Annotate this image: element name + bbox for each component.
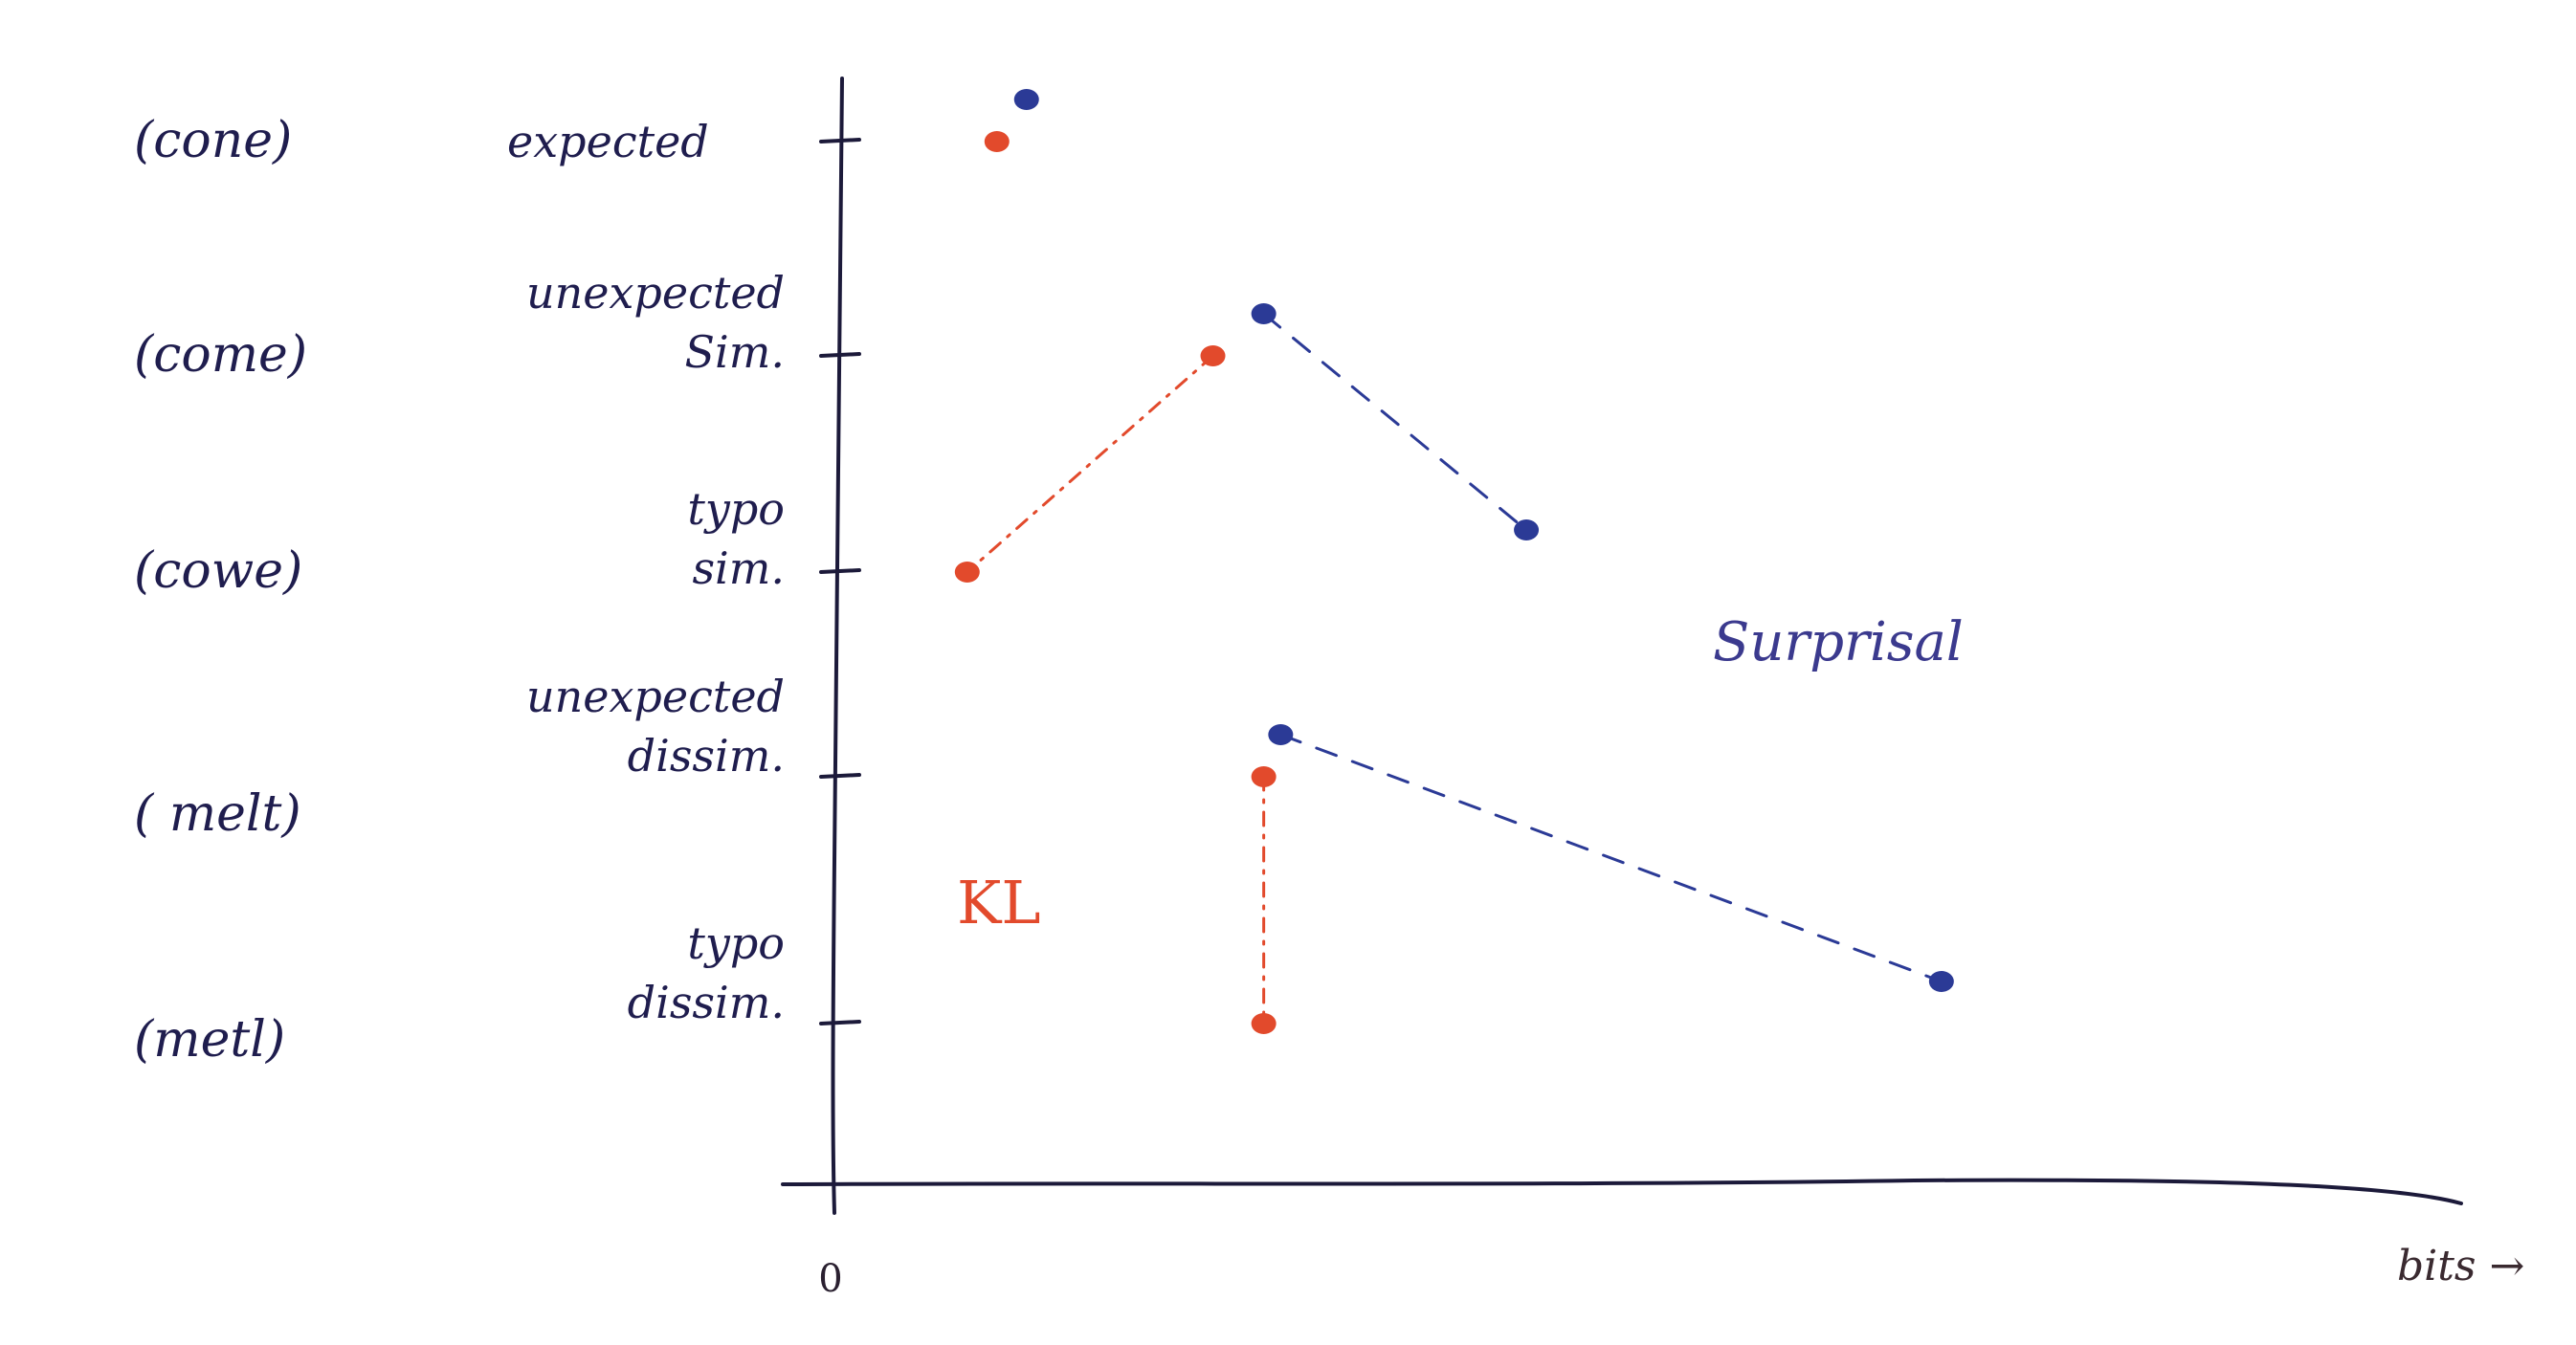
y-tick: [819, 1020, 861, 1025]
row-condition-label: expected: [507, 116, 709, 167]
connector-surprisal: [1278, 733, 1943, 983]
connector-kl: [966, 354, 1215, 574]
row-condition-label: dissim.: [628, 977, 785, 1028]
row-condition-label: Sim.: [685, 326, 785, 378]
y-axis-ticks: [819, 138, 861, 1025]
point-kl: [984, 131, 1010, 152]
row-condition-label: sim.: [692, 542, 785, 594]
row-word-label: (come): [134, 326, 307, 384]
series-label-surprisal: Surprisal: [1713, 611, 1964, 673]
x-axis: [781, 1178, 2463, 1205]
row-word-label: (metl): [134, 1011, 285, 1069]
row-condition-label: typo: [687, 483, 785, 535]
y-tick: [819, 138, 861, 143]
point-kl: [1200, 345, 1226, 366]
row-word-label: ( melt): [134, 785, 301, 843]
x-axis-label: bits →: [2397, 1242, 2524, 1290]
row-word-label: (cone): [134, 112, 292, 169]
connector-surprisal: [1262, 312, 1528, 532]
point-surprisal: [1251, 303, 1277, 324]
point-kl: [954, 562, 980, 583]
row-word-label: (cowe): [134, 542, 302, 600]
y-tick: [819, 352, 861, 358]
series-connectors: [966, 312, 1943, 1025]
point-surprisal: [1268, 724, 1294, 745]
row-condition-label: typo: [687, 917, 785, 969]
point-kl: [1251, 766, 1277, 787]
row-condition-label: unexpected: [526, 267, 785, 319]
series-points: [954, 89, 1954, 1034]
row-labels: (cone) expected (come) unexpected Sim. (cowe)…: [134, 112, 785, 1069]
point-kl: [1251, 1013, 1277, 1034]
x-axis-origin-label: 0: [818, 1257, 842, 1301]
row-condition-label: unexpected: [526, 671, 785, 722]
series-label-kl: KL: [957, 868, 1041, 937]
point-surprisal: [1013, 89, 1039, 110]
y-tick: [819, 773, 861, 779]
row-condition-label: dissim.: [628, 730, 785, 782]
y-axis: [831, 77, 844, 1215]
axes: [781, 77, 2463, 1215]
point-surprisal: [1928, 971, 1954, 992]
point-surprisal: [1514, 519, 1540, 540]
y-tick: [819, 568, 861, 574]
